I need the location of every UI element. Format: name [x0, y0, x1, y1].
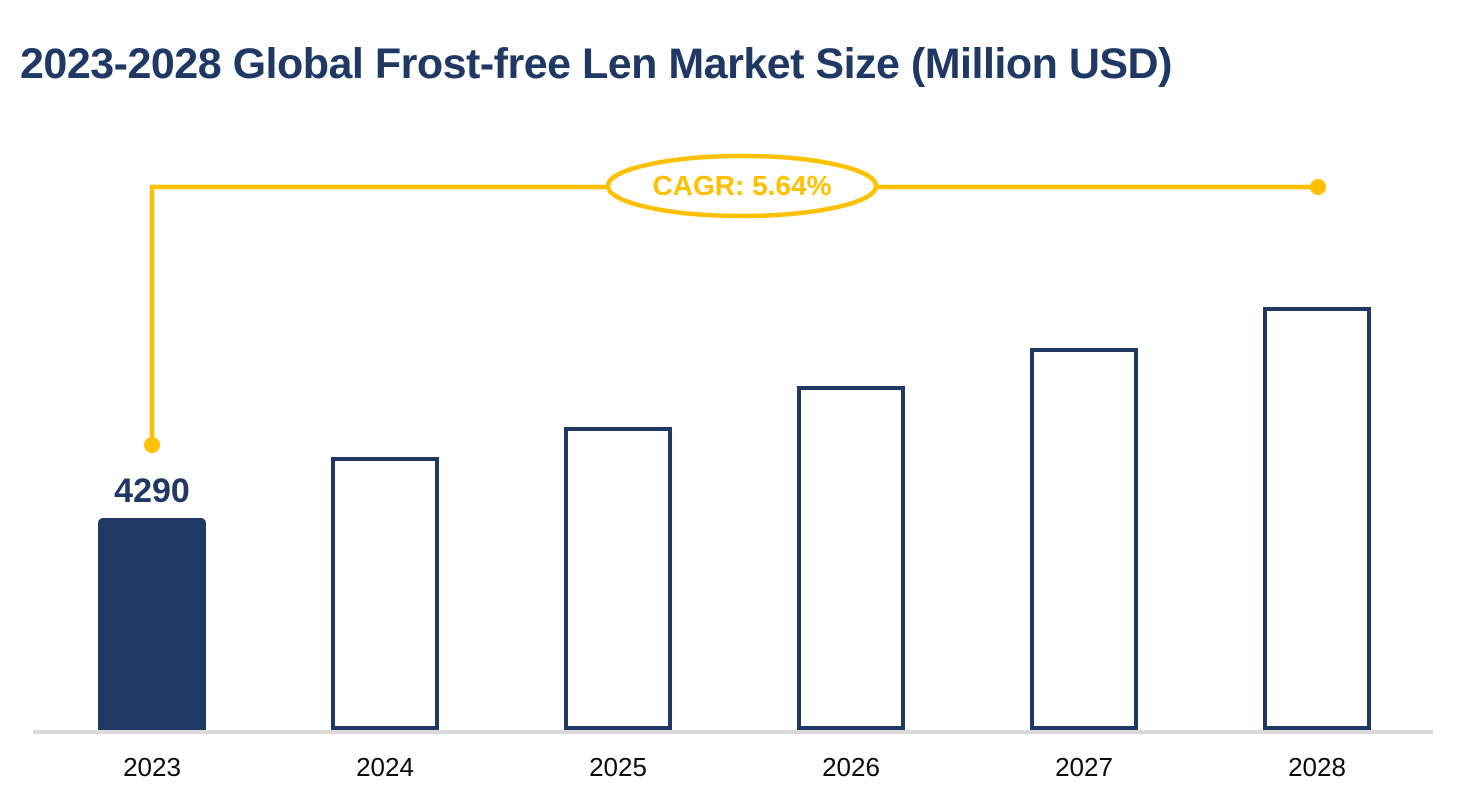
bar-2026 — [797, 386, 905, 730]
cagr-label: CAGR: 5.64% — [652, 170, 832, 201]
chart-title: 2023-2028 Global Frost-free Len Market S… — [20, 40, 1172, 88]
callout-end-dot — [1310, 179, 1326, 195]
callout-connector-left-line — [149, 184, 610, 445]
x-tick-label-2025: 2025 — [589, 752, 647, 782]
callout-start-dot — [144, 437, 160, 453]
bar-2025 — [564, 427, 672, 730]
x-tick-label-2027: 2027 — [1055, 752, 1113, 782]
bar-2024 — [331, 457, 439, 730]
x-tick-label-2024: 2024 — [356, 752, 414, 782]
bar-2028 — [1263, 307, 1371, 730]
x-tick-label-2026: 2026 — [822, 752, 880, 782]
bar-2027 — [1030, 348, 1138, 730]
x-tick-label-2028: 2028 — [1288, 752, 1346, 782]
x-axis-line — [33, 730, 1433, 734]
bar-value-label-2023: 4290 — [114, 472, 190, 510]
x-tick-label-2023: 2023 — [123, 752, 181, 782]
cagr-ellipse — [605, 153, 879, 219]
bar-2023 — [98, 518, 206, 730]
